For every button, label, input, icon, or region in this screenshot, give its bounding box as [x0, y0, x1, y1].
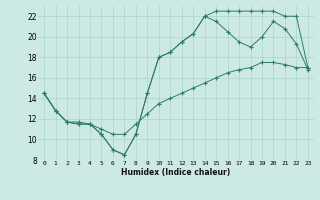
- X-axis label: Humidex (Indice chaleur): Humidex (Indice chaleur): [121, 168, 231, 177]
